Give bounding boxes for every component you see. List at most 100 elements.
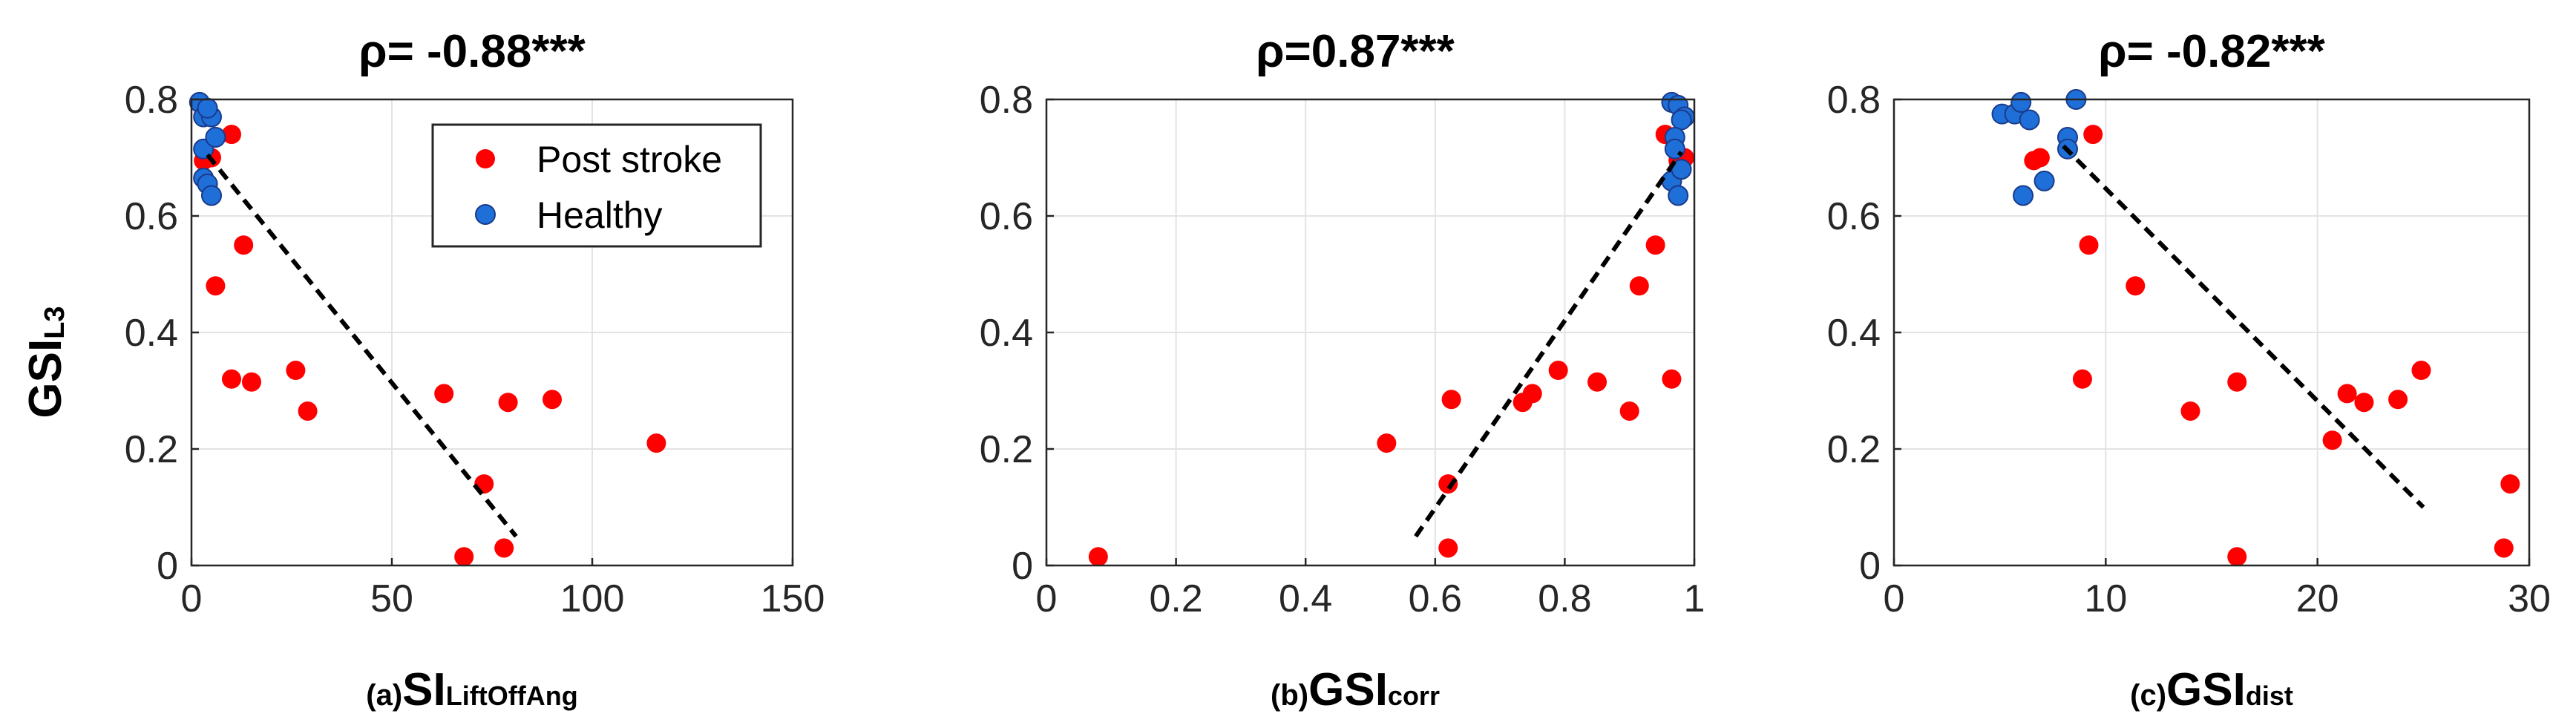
panel-a-healthy-point	[205, 127, 226, 148]
panel-a-post-stroke-point	[286, 361, 306, 381]
panel-c-post-stroke-point	[2072, 369, 2092, 389]
panel-a-y-tick-label: 0.8	[125, 79, 178, 122]
panel-c-post-stroke-point	[2180, 401, 2200, 421]
panel-a-post-stroke-point	[298, 401, 318, 421]
panel-a-post-stroke-point	[498, 393, 518, 413]
legend-box	[431, 123, 762, 248]
panel-c-y-tick-label: 0.2	[1827, 428, 1881, 471]
panel-a-post-stroke-point	[222, 125, 241, 145]
panel-a-fit-line	[206, 153, 518, 538]
panel-b-post-stroke-point	[1377, 433, 1397, 453]
panel-a-post-stroke-point	[242, 372, 261, 392]
panel-c-y-tick-label: 0.6	[1827, 195, 1881, 238]
panel-b-x-tick-label: 0.8	[1538, 577, 1591, 620]
panel-a-y-tick-label: 0.2	[125, 428, 178, 471]
panel-a-post-stroke-point	[494, 538, 514, 558]
panel-a-x-axis-label: (a)SILiftOffAng	[366, 664, 577, 715]
panel-a-x-tick-label: 0	[181, 577, 203, 620]
panel-b-y-tick-label: 0.8	[980, 79, 1033, 122]
panel-c-post-stroke-point	[2030, 148, 2050, 168]
panel-a-x-label-main: SI	[402, 664, 446, 715]
panel-b-y-tick-label: 0.6	[980, 195, 1033, 238]
panel-c-fit-line	[2062, 144, 2425, 509]
panel-a-post-stroke-point	[206, 276, 226, 296]
panel-a-y-tick-label: 0	[157, 545, 178, 588]
panel-c-post-stroke-point	[2500, 474, 2520, 494]
panel-c-y-tick-label: 0.4	[1827, 312, 1881, 355]
panel-b-x-tick-label: 1	[1684, 577, 1705, 620]
panel-a-healthy-point	[197, 97, 218, 119]
panel-a-y-tick-label: 0.6	[125, 195, 178, 238]
panel-a-x-label-prefix: (a)	[366, 679, 402, 712]
panel-b-x-tick-label: 0.6	[1409, 577, 1462, 620]
legend: Post stroke Healthy	[431, 123, 762, 248]
panel-c-y-tick-label: 0	[1859, 545, 1881, 588]
panel-b-post-stroke-point	[1088, 547, 1108, 567]
legend-post-stroke-label: Post stroke	[537, 139, 722, 180]
panel-c-healthy-point	[2033, 170, 2055, 191]
y-axis-label: GSIL3	[20, 306, 71, 418]
panel-b-x-tick-label: 0.2	[1149, 577, 1202, 620]
panel-b-x-label-prefix: (b)	[1271, 679, 1308, 712]
panel-c-y-tick-label: 0.8	[1827, 79, 1881, 122]
y-axis-label-main: GSI	[20, 339, 71, 419]
panel-b-x-tick-label: 0.4	[1279, 577, 1332, 620]
panel-c-post-stroke-point	[2227, 372, 2247, 392]
panel-b-title: ρ=0.87***	[1256, 26, 1455, 77]
panel-c-x-axis-label: (c)GSIdist	[2130, 664, 2293, 715]
panel-a-x-label-sub: LiftOffAng	[446, 681, 578, 711]
panel-b-healthy-point	[1664, 138, 1685, 160]
panel-b-post-stroke-point	[1522, 384, 1542, 404]
panel-a: ρ= -0.88*** 0 50 100 150 0 0.2 0.4 0.6 0.8 (a)SI…	[125, 26, 825, 715]
panel-c-post-stroke-point	[2388, 390, 2408, 410]
panel-b-y-tick-label: 0	[1012, 545, 1033, 588]
panel-c-x-label-main: GSI	[2166, 664, 2246, 715]
panel-a-post-stroke-point	[234, 235, 254, 255]
panel-b-post-stroke-point	[1438, 538, 1458, 558]
panel-b-x-tick-label: 0	[1036, 577, 1058, 620]
panel-c-post-stroke-point	[2337, 384, 2357, 404]
panel-b-x-axis-label: (b)GSIcorr	[1271, 664, 1440, 715]
panel-b-post-stroke-point	[1629, 276, 1649, 296]
panel-c-x-tick-label: 10	[2084, 577, 2127, 620]
panel-a-healthy-point	[201, 185, 222, 206]
panel-a-x-tick-label: 100	[560, 577, 625, 620]
panel-c-post-stroke-point	[2079, 235, 2099, 255]
panel-c-x-tick-label: 0	[1884, 577, 1905, 620]
panel-c-x-label-prefix: (c)	[2130, 679, 2166, 712]
panel-b-x-label-main: GSI	[1308, 664, 1388, 715]
panel-a-x-tick-label: 50	[370, 577, 413, 620]
legend-healthy-label: Healthy	[537, 194, 663, 236]
panel-c: ρ= -0.82*** 0 10 20 30 0 0.2 0.4 0.6 0.8 (c)GSId…	[1827, 26, 2551, 715]
panel-b-post-stroke-point	[1619, 401, 1639, 421]
panel-b-post-stroke-point	[1438, 474, 1458, 494]
panel-c-healthy-point	[2010, 91, 2032, 113]
panel-c-title: ρ= -0.82***	[2098, 26, 2325, 77]
panel-b-post-stroke-point	[1548, 361, 1568, 381]
panel-a-post-stroke-point	[646, 433, 666, 453]
panel-c-post-stroke-point	[2411, 361, 2431, 381]
panel-b-post-stroke-point	[1441, 390, 1461, 410]
panel-c-x-tick-label: 20	[2296, 577, 2339, 620]
panel-c-post-stroke-point	[2322, 430, 2342, 450]
panel-a-post-stroke-point	[434, 384, 454, 404]
panel-c-post-stroke-point	[2227, 547, 2247, 567]
panel-b-x-label-sub: corr	[1388, 681, 1440, 711]
panel-a-x-tick-label: 150	[761, 577, 825, 620]
panel-b-y-tick-label: 0.4	[980, 312, 1033, 355]
panel-c-healthy-point	[2019, 109, 2040, 131]
panel-a-post-stroke-point	[454, 547, 474, 567]
panel-b: ρ=0.87*** 0 0.2 0.4 0.6 0.8 1 0 0.2 0.4 0.6 0.8 (b…	[980, 26, 1705, 715]
y-axis-label-sub: L3	[39, 306, 71, 338]
svg-text:GSIL3: GSIL3	[20, 306, 71, 418]
panel-b-post-stroke-point	[1645, 235, 1665, 255]
legend-post-stroke-marker	[476, 149, 495, 168]
panel-a-y-tick-label: 0.4	[125, 312, 178, 355]
panel-b-y-tick-label: 0.2	[980, 428, 1033, 471]
panel-b-post-stroke-point	[1662, 369, 1682, 389]
legend-healthy-marker	[475, 204, 496, 225]
panel-a-post-stroke-point	[222, 369, 241, 389]
panel-c-post-stroke-point	[2126, 276, 2146, 296]
panel-a-post-stroke-point	[543, 390, 562, 410]
